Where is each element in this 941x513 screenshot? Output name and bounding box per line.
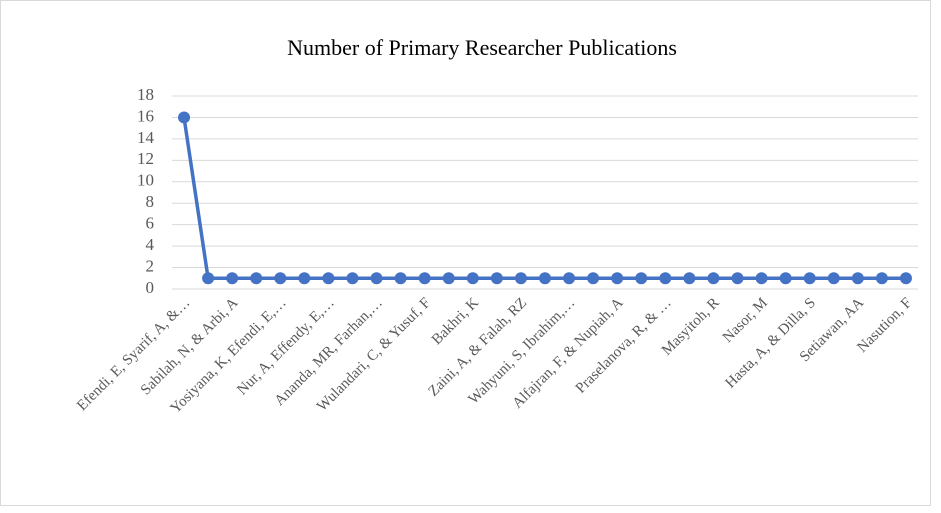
y-tick-label: 16 bbox=[137, 106, 154, 125]
marker bbox=[298, 272, 311, 285]
y-tick-label: 0 bbox=[146, 278, 155, 297]
y-tick-label: 18 bbox=[137, 85, 154, 104]
marker bbox=[418, 272, 431, 285]
y-tick-label: 12 bbox=[137, 149, 154, 168]
chart-border bbox=[0, 0, 931, 506]
marker bbox=[274, 272, 287, 285]
marker bbox=[899, 272, 912, 285]
marker bbox=[611, 272, 624, 285]
marker bbox=[394, 272, 407, 285]
marker bbox=[442, 272, 455, 285]
marker bbox=[514, 272, 527, 285]
marker bbox=[539, 272, 551, 285]
marker bbox=[779, 272, 792, 285]
marker bbox=[563, 272, 576, 285]
marker bbox=[466, 272, 479, 285]
marker bbox=[370, 272, 383, 285]
y-tick-label: 10 bbox=[137, 171, 154, 190]
marker bbox=[250, 272, 263, 285]
marker bbox=[322, 272, 335, 285]
marker bbox=[202, 272, 215, 285]
y-tick-label: 6 bbox=[146, 214, 155, 233]
y-tick-label: 2 bbox=[146, 256, 155, 275]
marker bbox=[226, 272, 239, 285]
marker bbox=[731, 272, 744, 285]
marker bbox=[875, 272, 888, 285]
marker bbox=[803, 272, 816, 285]
marker bbox=[827, 272, 840, 285]
marker bbox=[659, 272, 672, 285]
y-tick-label: 14 bbox=[137, 128, 155, 147]
marker bbox=[683, 272, 696, 285]
chart-title: Number of Primary Researcher Publication… bbox=[287, 35, 677, 60]
marker bbox=[587, 272, 600, 285]
marker bbox=[755, 272, 768, 285]
marker bbox=[178, 111, 191, 124]
marker bbox=[346, 272, 359, 285]
y-tick-label: 8 bbox=[146, 192, 155, 211]
y-tick-label: 4 bbox=[146, 235, 155, 254]
marker bbox=[707, 272, 720, 285]
marker bbox=[635, 272, 648, 285]
marker bbox=[490, 272, 503, 285]
marker bbox=[851, 272, 864, 285]
